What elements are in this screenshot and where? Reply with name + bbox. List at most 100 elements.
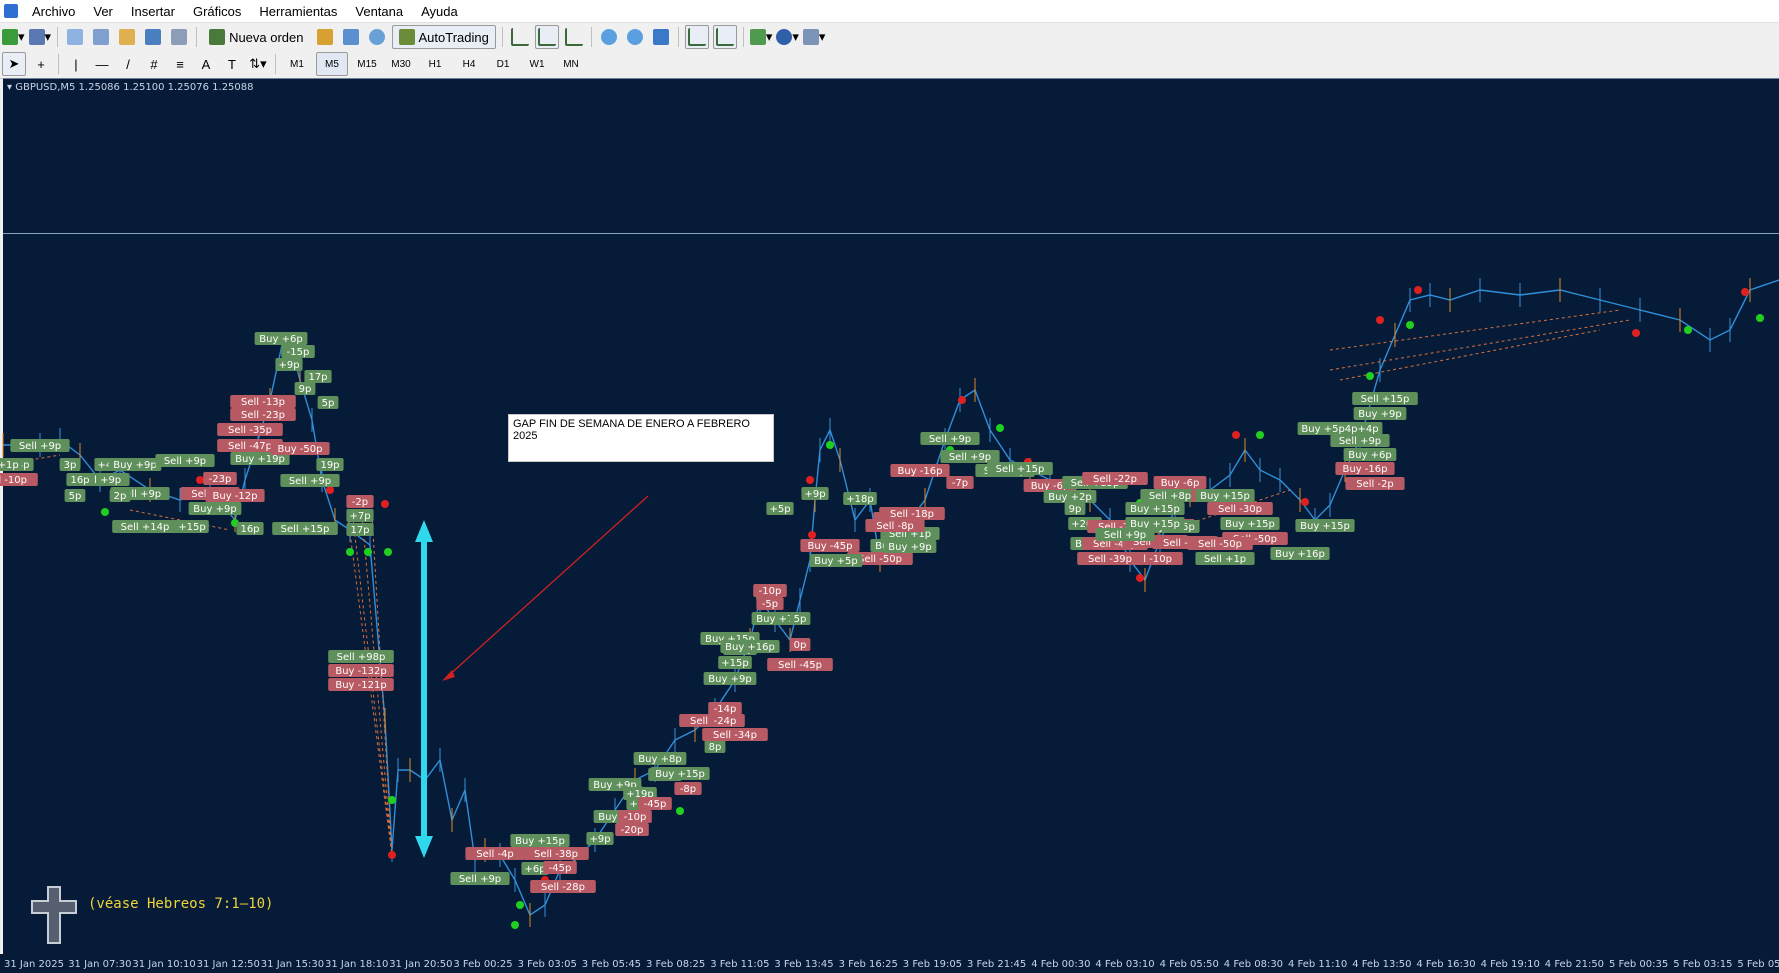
trade-label[interactable]: Sell -2p — [1345, 477, 1405, 490]
timeframe-mn[interactable]: MN — [563, 58, 579, 70]
trade-label[interactable]: Buy +9p — [883, 540, 937, 553]
trade-label[interactable]: -2p — [346, 495, 374, 508]
trade-label[interactable]: Sell +15p — [1352, 392, 1418, 405]
timeframe-m30[interactable]: M30 — [391, 58, 411, 70]
trade-label[interactable]: +15p — [175, 520, 209, 533]
trade-marker-dot[interactable] — [388, 796, 396, 804]
note-arrow[interactable] — [442, 495, 649, 681]
trade-marker-dot[interactable] — [1301, 498, 1309, 506]
menu-herramientas[interactable]: Herramientas — [259, 3, 338, 19]
signals-icon[interactable] — [340, 26, 362, 48]
trade-marker-dot[interactable] — [1366, 372, 1374, 380]
trade-label[interactable]: +15p — [718, 656, 752, 669]
trade-label[interactable]: Buy +8p — [633, 752, 687, 765]
trade-label[interactable]: Sell -38p — [523, 847, 589, 860]
trade-label[interactable]: +19p — [623, 787, 657, 800]
trade-label[interactable]: Sell -10p — [0, 473, 38, 486]
trade-label[interactable]: 5p — [317, 396, 339, 409]
trade-label[interactable]: 9p — [294, 382, 316, 395]
trade-label[interactable]: Buy -50p — [270, 442, 330, 455]
trade-label[interactable]: 5p — [64, 489, 86, 502]
trade-marker-dot[interactable] — [101, 508, 109, 516]
trade-label[interactable]: Sell +9p — [10, 439, 70, 452]
trade-marker-dot[interactable] — [1406, 321, 1414, 329]
trade-label[interactable]: Buy +9p — [188, 502, 242, 515]
trade-label[interactable]: -10p — [753, 584, 787, 597]
trade-marker-dot[interactable] — [676, 807, 684, 815]
trade-label[interactable]: Buy +15p — [1295, 519, 1355, 532]
periods-icon[interactable]: ▾ — [776, 26, 799, 48]
trade-label[interactable]: Buy +16p — [1270, 547, 1330, 560]
trade-label[interactable]: -14p — [708, 702, 742, 715]
trade-marker-dot[interactable] — [346, 548, 354, 556]
trade-marker-dot[interactable] — [1741, 288, 1749, 296]
timeframe-m5[interactable]: M5 — [316, 52, 348, 76]
trade-label[interactable]: 3p — [59, 458, 81, 471]
menu-insertar[interactable]: Insertar — [130, 3, 175, 19]
trade-label[interactable]: Sell +9p — [450, 872, 510, 885]
trade-label[interactable]: 5p — [789, 612, 811, 625]
trade-label[interactable]: Sell +9p — [280, 474, 340, 487]
trade-label[interactable]: Sell +9p — [155, 454, 215, 467]
vertical-line-icon[interactable]: | — [74, 56, 78, 72]
trade-label[interactable]: Buy -6p — [1153, 476, 1207, 489]
trade-marker-dot[interactable] — [958, 396, 966, 404]
trade-label[interactable]: Sell -39p — [1077, 552, 1143, 565]
trade-label[interactable]: Buy -132p — [328, 664, 394, 677]
trade-label[interactable]: Sell +9p — [920, 432, 980, 445]
trade-label[interactable]: Buy -121p — [328, 678, 394, 691]
trade-label[interactable]: Buy +6p — [1343, 448, 1397, 461]
equidistant-channel-icon[interactable]: # — [150, 56, 158, 72]
trade-label[interactable]: 19p — [316, 458, 344, 471]
trade-marker-dot[interactable] — [388, 851, 396, 859]
trade-marker-dot[interactable] — [326, 486, 334, 494]
trade-label[interactable]: Buy +15p — [1195, 489, 1255, 502]
menu-ventana[interactable]: Ventana — [355, 3, 404, 19]
trade-label[interactable]: -7p — [946, 476, 974, 489]
trade-label[interactable]: 16p — [66, 473, 94, 486]
trade-label[interactable]: 16p — [236, 522, 264, 535]
trade-label[interactable]: Buy +15p — [1125, 502, 1185, 515]
trade-marker-dot[interactable] — [1632, 329, 1640, 337]
trade-marker-dot[interactable] — [1136, 574, 1144, 582]
cursor-icon[interactable]: ➤ — [2, 52, 26, 76]
trade-label[interactable]: 17p — [304, 370, 332, 383]
trade-label[interactable]: Sell -45p — [767, 658, 833, 671]
trade-label[interactable]: Sell +14p — [112, 520, 178, 533]
trade-label[interactable]: Buy +9p — [703, 672, 757, 685]
new-order-button[interactable]: Nueva orden — [203, 26, 309, 48]
gap-note[interactable]: GAP FIN DE SEMANA DE ENERO A FEBRERO 202… — [508, 414, 774, 462]
data-window-icon[interactable] — [116, 26, 138, 48]
candles-icon[interactable] — [534, 25, 559, 49]
trade-label[interactable]: Buy +6p — [254, 332, 308, 345]
timeframe-w1[interactable]: W1 — [529, 58, 545, 70]
line-chart-icon[interactable] — [563, 26, 585, 48]
trade-label[interactable]: Buy +15p — [1220, 517, 1280, 530]
trade-label[interactable]: Buy +15p — [650, 767, 710, 780]
new-chart-icon[interactable]: ▾ — [2, 26, 25, 48]
timeframe-m15[interactable]: M15 — [357, 58, 377, 70]
trade-label[interactable]: Buy -12p — [205, 489, 265, 502]
trade-label[interactable]: +9p — [586, 832, 614, 845]
trade-label[interactable]: Buy +15p — [1125, 517, 1185, 530]
trade-label[interactable]: -45p — [543, 861, 577, 874]
chart-shift-icon[interactable] — [712, 25, 737, 49]
trade-label[interactable]: Buy +15p — [510, 834, 570, 847]
trade-label[interactable]: Buy +5p — [809, 554, 863, 567]
trade-label[interactable]: +9p — [275, 358, 303, 371]
trade-label[interactable]: Sell +8p — [1140, 489, 1200, 502]
trade-label[interactable]: -23p — [203, 472, 237, 485]
trade-label[interactable]: 0p — [789, 638, 811, 651]
trade-label[interactable]: Buy -16p — [1335, 462, 1395, 475]
menu-ayuda[interactable]: Ayuda — [421, 3, 458, 19]
text-label-icon[interactable]: T — [228, 56, 236, 72]
indicators-icon[interactable]: ▾ — [749, 26, 772, 48]
trade-label[interactable]: Sell +9p — [1095, 528, 1155, 541]
trade-label[interactable]: Sell +98p — [328, 650, 394, 663]
trade-label[interactable]: Sell -8p — [865, 519, 925, 532]
trade-label[interactable]: Sell -4p — [465, 847, 525, 860]
gap-arrow[interactable] — [415, 520, 433, 858]
trade-label[interactable]: Sell +15p — [987, 462, 1053, 475]
trade-label[interactable]: -8p — [674, 782, 702, 795]
